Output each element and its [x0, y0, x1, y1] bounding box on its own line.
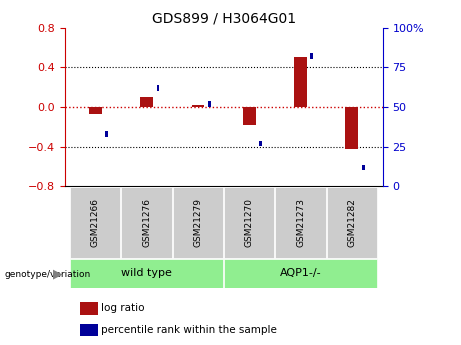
Bar [243, 107, 256, 125]
FancyBboxPatch shape [224, 259, 377, 288]
Text: GSM21266: GSM21266 [91, 198, 100, 247]
Bar [81, 302, 98, 315]
Text: log ratio: log ratio [101, 303, 145, 313]
FancyBboxPatch shape [224, 187, 274, 258]
Text: GSM21273: GSM21273 [296, 198, 305, 247]
Text: GSM21282: GSM21282 [347, 198, 356, 247]
Bar [259, 141, 262, 146]
FancyBboxPatch shape [327, 187, 377, 258]
FancyBboxPatch shape [122, 187, 172, 258]
Bar [105, 131, 108, 137]
Bar [81, 324, 98, 336]
Bar [294, 57, 307, 107]
Text: wild type: wild type [121, 268, 172, 278]
Title: GDS899 / H3064G01: GDS899 / H3064G01 [152, 11, 296, 25]
Bar [156, 85, 160, 91]
Text: genotype/variation: genotype/variation [5, 270, 91, 279]
Text: ▶: ▶ [53, 268, 62, 281]
Bar [362, 165, 365, 170]
Text: AQP1-/-: AQP1-/- [280, 268, 321, 278]
Bar [89, 107, 102, 114]
Text: GSM21270: GSM21270 [245, 198, 254, 247]
Text: GSM21276: GSM21276 [142, 198, 151, 247]
Bar [191, 105, 204, 107]
Bar [310, 53, 313, 59]
FancyBboxPatch shape [70, 259, 223, 288]
FancyBboxPatch shape [275, 187, 325, 258]
Bar [140, 97, 153, 107]
Bar [345, 107, 358, 149]
Bar [208, 101, 211, 107]
Text: GSM21279: GSM21279 [194, 198, 202, 247]
FancyBboxPatch shape [173, 187, 223, 258]
Text: percentile rank within the sample: percentile rank within the sample [101, 325, 277, 335]
FancyBboxPatch shape [70, 187, 120, 258]
